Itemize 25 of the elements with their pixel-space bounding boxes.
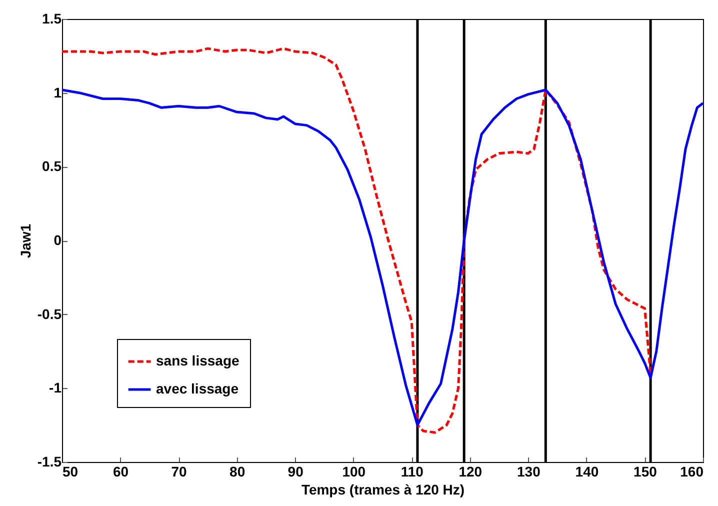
x-tick-label: 80 bbox=[230, 464, 246, 480]
line-series bbox=[60, 47, 652, 434]
x-tick-label: 60 bbox=[112, 464, 129, 480]
x-tick-label: 110 bbox=[400, 464, 424, 480]
x-tick-label: 50 bbox=[62, 464, 78, 480]
x-axis-title: Temps (trames à 120 Hz) bbox=[301, 482, 465, 498]
y-tick-label: 1.5 bbox=[42, 10, 62, 26]
y-tick-label: 1 bbox=[54, 84, 62, 100]
legend-label: avec lissage bbox=[156, 380, 239, 396]
y-tick-label: 0 bbox=[54, 232, 62, 248]
x-tick-label: 130 bbox=[517, 464, 541, 480]
y-tick-label: -0.5 bbox=[37, 306, 62, 322]
y-tick-label: -1.5 bbox=[37, 454, 62, 470]
x-tick-label: 100 bbox=[342, 464, 366, 480]
x-tick-label: 140 bbox=[575, 464, 599, 480]
x-tick-label: 70 bbox=[171, 464, 188, 480]
legend-label: sans lissage bbox=[156, 352, 240, 368]
y-tick-label: 0.5 bbox=[42, 158, 62, 174]
x-tick-label: 150 bbox=[634, 464, 658, 480]
y-axis-title: Jaw1 bbox=[17, 224, 34, 258]
y-tick-label: -1 bbox=[49, 380, 62, 396]
x-tick-label: 120 bbox=[458, 464, 482, 480]
x-tick-label: 90 bbox=[288, 464, 304, 480]
line-series bbox=[60, 88, 704, 426]
x-tick-label: 160 bbox=[680, 464, 704, 480]
